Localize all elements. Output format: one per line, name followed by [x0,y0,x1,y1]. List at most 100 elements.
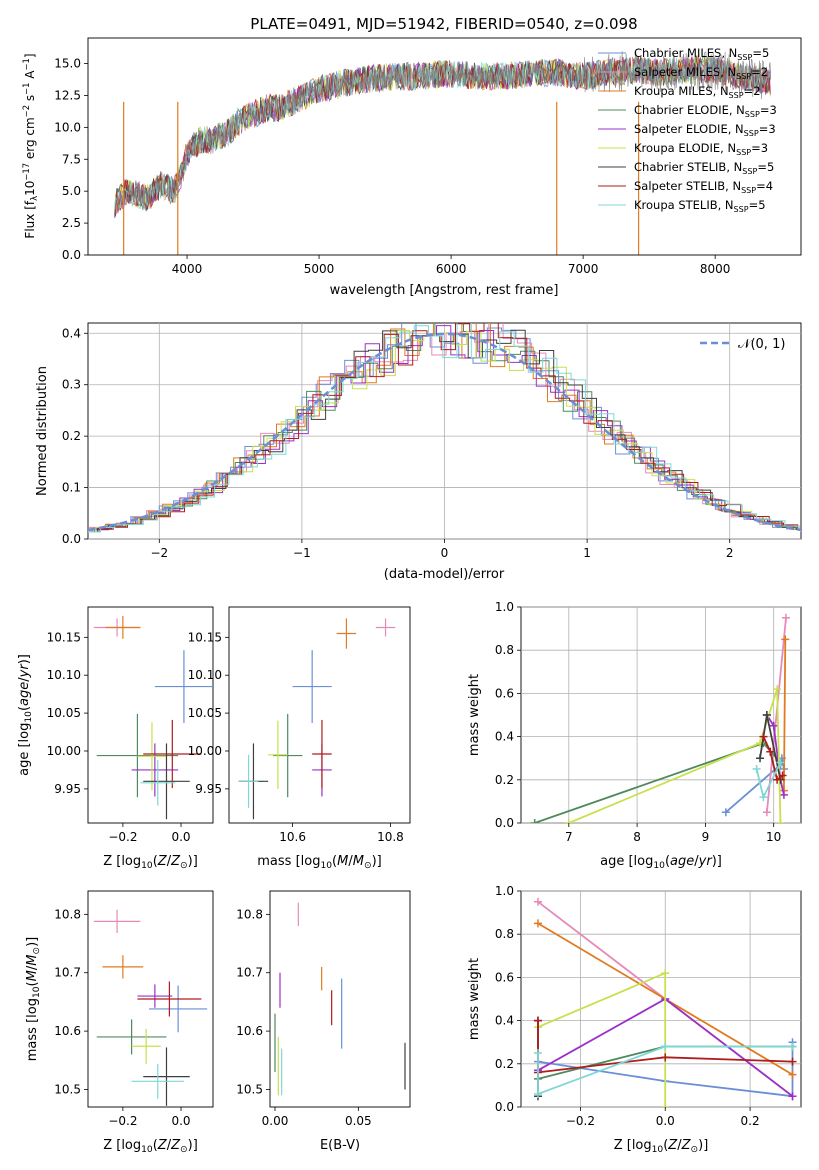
y-tick-label: 0.2 [495,773,514,787]
y-tick-label: 10.15 [188,630,222,644]
series-marker [769,721,778,730]
mass-weight-plot-area [530,613,790,823]
x-axis-label: Z [log10(Z/Z⊙)] [103,1138,198,1155]
series-marker [776,758,785,767]
y-tick-label: 10.05 [188,706,222,720]
x-tick-label: 4000 [172,262,203,276]
x-tick-label: 2 [726,546,734,560]
series-marker [533,1090,542,1099]
y-axis-label: Flux [fλ10−17 erg cm−2 s−1 A−1] [21,53,39,238]
x-tick-label: 0.05 [345,1114,372,1128]
legend-label: Kroupa ELODIE, NSSP=3 [634,141,768,157]
series-line [537,1045,793,1096]
series-marker [533,1016,542,1025]
series-marker [788,1042,797,1051]
y-tick-label: 10.00 [47,744,81,758]
scatter-panel: 0.00 0.05 10.5 10.6 10.7 10.8 E(B-V) [236,890,411,1153]
series-marker [533,1049,542,1057]
legend: Chabrier MILES, NSSP=5 Salpeter MILES, NS… [598,46,777,214]
x-axis-label: (data-model)/error [384,567,505,582]
y-tick-label: 10.10 [47,668,81,682]
axes-frame [87,606,214,824]
x-tick-label: −1 [293,546,311,560]
legend-label: Chabrier ELODIE, NSSP=3 [634,103,777,119]
series-line [766,714,785,796]
series-marker [661,1042,670,1051]
y-axis-label: age [log10(age/yr)] [17,654,34,776]
x-tick-label: 0.2 [741,1114,760,1128]
axes-frame [520,606,802,824]
series-marker [752,765,761,773]
series-marker [530,819,539,823]
x-axis-label: Z [log10(Z/Z⊙)] [614,1138,709,1155]
histogram-step [88,329,801,533]
chart-title: PLATE=0491, MJD=51942, FIBERID=0540, z=0… [250,15,637,33]
series-line [783,639,787,791]
y-tick-label: 0.6 [495,970,514,984]
mass-weight-panel: 7 8 9 10 0.0 0.2 0.4 0.6 0.8 1.0 age [log10(age/yr… [467,600,802,871]
scatter-plot-area [238,618,396,820]
spectrum-plot-area [114,50,771,255]
x-tick-label: 8000 [700,262,731,276]
series-marker [564,819,573,823]
legend-label: 𝒩(0, 1) [738,337,785,352]
x-tick-label: 10.8 [377,830,404,844]
y-tick-label: 0.0 [62,248,81,262]
y-tick-label: 0.6 [495,686,514,700]
y-tick-label: 15.0 [54,57,81,71]
y-tick-label: 0.1 [62,481,81,495]
y-tick-label: 0.8 [495,927,514,941]
x-tick-label: 0.0 [171,1114,190,1128]
y-tick-label: 5.0 [62,184,81,198]
x-axis-label: wavelength [Angstrom, rest frame] [330,283,559,298]
series-marker [788,1092,797,1101]
y-tick-label: 10.8 [236,907,263,921]
mass-weight-panel: −0.2 0.0 0.2 0.0 0.2 0.4 0.6 0.8 1.0 Z [log10(Z/Z… [467,884,802,1155]
series-marker [776,819,785,823]
scatter-panel: −0.2 0.0 9.95 10.00 10.05 10.10 10.15 Z [log10(… [17,606,214,871]
series-marker [773,775,782,784]
series-marker [533,897,542,906]
y-tick-label: 10.7 [54,966,81,980]
histogram-step [88,323,801,533]
x-tick-label: 7000 [568,262,599,276]
series-marker [766,747,775,756]
x-tick-label: −0.2 [108,1114,137,1128]
x-axis-label: mass [log10(M/M⊙)] [257,854,381,871]
axes-frame [520,890,802,1108]
y-tick-label: 0.8 [495,643,514,657]
y-tick-label: 0.4 [495,730,514,744]
y-tick-label: 10.5 [236,1082,263,1096]
y-axis-label: mass weight [467,958,482,1040]
x-tick-label: 10.6 [279,830,306,844]
series-marker [533,919,542,928]
y-tick-label: 0.2 [62,429,81,443]
y-axis-label: Normed distribution [35,366,50,496]
y-tick-label: 10.10 [188,668,222,682]
legend-label: Kroupa MILES, NSSP=2 [634,84,761,100]
series-marker [788,1070,797,1079]
x-axis-label: E(B-V) [320,1138,360,1153]
x-tick-label: −2 [150,546,168,560]
series-line [568,688,782,823]
x-tick-label: 0.0 [171,830,190,844]
legend: 𝒩(0, 1) [700,337,785,352]
histogram-plot-area [88,323,801,533]
observed-spectrum-line [114,50,771,216]
y-tick-label: 0.0 [62,532,81,546]
model-spectrum-line [114,55,771,219]
axes-frame [87,37,802,256]
series-marker [781,613,790,622]
y-tick-label: 7.5 [62,152,81,166]
x-tick-label: −0.2 [108,830,137,844]
scatter-plot-area [93,616,213,820]
legend-label: Chabrier MILES, NSSP=5 [634,46,769,62]
axes-frame [228,606,411,824]
histogram-panel: −2 −1 0 1 2 0.0 0.1 0.2 0.3 0.4 𝒩(0, 1) (data-model… [35,322,802,582]
series-marker [661,1053,670,1062]
y-tick-label: 9.95 [195,782,222,796]
axes-frame [87,890,214,1108]
x-tick-label: 6000 [436,262,467,276]
y-axis-label: mass weight [467,674,482,756]
